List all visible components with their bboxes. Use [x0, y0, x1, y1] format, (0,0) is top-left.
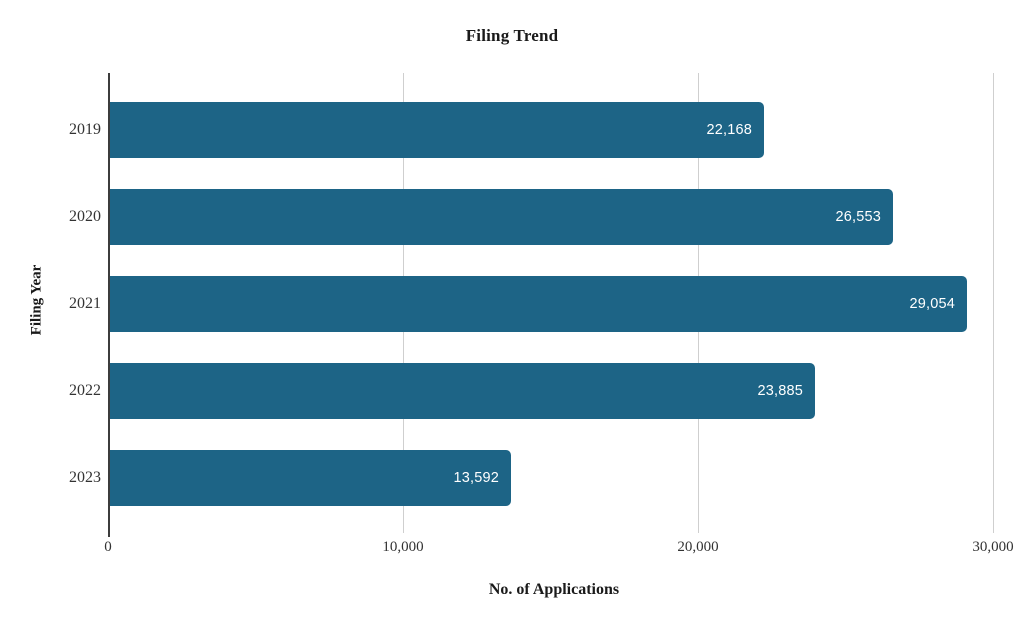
category-label: 2021	[69, 295, 101, 312]
x-tick-label: 30,000	[972, 539, 1014, 555]
bar-row-2019: 2019 22,168	[69, 102, 1000, 158]
plot-area: 2019 22,168 2020 26,553 2021 29,054 2022 23,885…	[69, 73, 1000, 537]
category-label: 2019	[69, 121, 101, 138]
x-axis-ticks: 0 10,000 20,000 30,000	[104, 539, 1013, 559]
y-axis-title: Filing Year	[28, 264, 45, 336]
bar-value-label: 13,592	[453, 470, 499, 486]
bar-row-2020: 2020 26,553	[69, 189, 1000, 245]
x-tick-label: 0	[104, 539, 112, 555]
category-label: 2022	[69, 382, 101, 399]
category-label: 2023	[69, 469, 101, 486]
category-label: 2020	[69, 208, 101, 225]
x-tick-label: 10,000	[382, 539, 424, 555]
x-tick-label: 20,000	[677, 539, 719, 555]
bar-row-2023: 2023 13,592	[69, 450, 1000, 506]
bar-value-label: 26,553	[835, 209, 881, 225]
gridline-30,000	[993, 73, 994, 533]
x-axis-title: No. of Applications	[488, 581, 620, 598]
bar-2021: 29,054	[110, 276, 967, 332]
bar-2022: 23,885	[110, 363, 815, 419]
y-axis-line	[108, 73, 110, 537]
bar-row-2022: 2022 23,885	[69, 363, 1000, 419]
bar-2019: 22,168	[110, 102, 764, 158]
bar-value-label: 23,885	[757, 383, 803, 399]
bar-2020: 26,553	[110, 189, 893, 245]
bar-row-2021: 2021 29,054	[69, 276, 1000, 332]
chart-title: Filing Trend	[465, 26, 559, 45]
bar-value-label: 22,168	[706, 122, 752, 138]
bar-value-label: 29,054	[909, 296, 955, 312]
bar-2023: 13,592	[110, 450, 511, 506]
